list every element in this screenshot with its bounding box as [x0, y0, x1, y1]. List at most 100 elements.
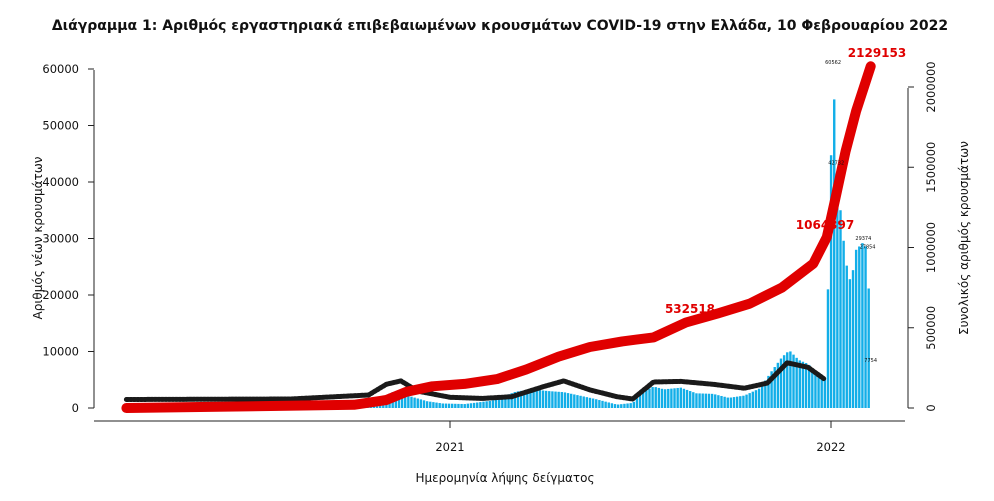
daily-bar	[748, 393, 751, 408]
daily-bar	[541, 390, 545, 408]
daily-bar	[569, 393, 573, 408]
y2-axis-label: Συνολικός αριθμός κρουσμάτων	[957, 141, 971, 335]
x-ticks: 2021 2022	[435, 421, 846, 454]
y-tick-label: 40000	[42, 175, 79, 189]
daily-bar	[472, 402, 476, 408]
daily-bar	[544, 390, 548, 408]
daily-bar	[851, 270, 855, 408]
daily-bar	[817, 374, 820, 408]
daily-bar	[701, 393, 704, 408]
peak-label: 60562	[825, 60, 841, 66]
daily-bar	[444, 403, 448, 408]
daily-bar	[695, 393, 698, 408]
daily-bar	[632, 401, 636, 408]
daily-bar	[820, 376, 823, 408]
daily-bar	[710, 393, 714, 408]
daily-bar	[582, 396, 585, 408]
cumulative-annotation: 2129153	[848, 46, 906, 60]
daily-bar	[660, 388, 664, 408]
daily-bar	[523, 390, 526, 408]
daily-bar	[739, 396, 742, 408]
daily-bar	[573, 394, 576, 408]
daily-bar	[723, 396, 726, 408]
daily-bar	[858, 246, 861, 408]
daily-bar	[717, 395, 720, 408]
daily-bar	[613, 404, 617, 408]
daily-bar	[410, 396, 413, 408]
daily-bar	[682, 388, 686, 408]
daily-bar	[626, 403, 629, 408]
x-axis-label: Ημερομηνία λήψης δείγματος	[415, 471, 594, 485]
cumulative-annotation: 532518	[665, 302, 715, 316]
daily-bar	[764, 380, 767, 408]
daily-bar	[607, 402, 610, 408]
y-tick-label: 60000	[42, 62, 79, 76]
daily-bar	[867, 288, 870, 408]
daily-bar	[670, 388, 673, 408]
cumulative-annotations: 532518 1064397 2129153	[665, 46, 906, 316]
daily-bar	[469, 403, 473, 408]
daily-bar	[720, 395, 723, 408]
daily-bar	[629, 403, 632, 408]
daily-bar	[476, 402, 479, 408]
daily-bar	[404, 393, 407, 408]
daily-bar	[616, 404, 620, 408]
daily-bar	[726, 397, 729, 408]
x-tick-label: 2022	[816, 440, 845, 454]
daily-bar	[551, 391, 554, 408]
daily-bar	[801, 361, 805, 408]
daily-bar	[422, 400, 426, 408]
daily-bar	[786, 352, 789, 408]
daily-bar	[601, 400, 604, 408]
daily-bar	[482, 401, 485, 408]
daily-bar	[513, 392, 517, 408]
daily-bar	[610, 403, 614, 408]
daily-bar	[861, 243, 864, 408]
daily-bar	[501, 396, 504, 408]
daily-bar	[782, 355, 786, 408]
daily-bar	[761, 385, 764, 408]
y2-tick-label: 500000	[924, 306, 938, 350]
daily-bar	[823, 379, 827, 408]
daily-bar	[579, 395, 582, 408]
daily-bar	[407, 395, 410, 408]
y-axis-label: Αριθμός νέων κρουσμάτων	[31, 156, 45, 319]
daily-bar	[507, 394, 510, 408]
daily-bar	[839, 210, 842, 408]
daily-cases-bars	[128, 99, 870, 408]
daily-bar	[685, 389, 689, 408]
daily-bar	[757, 388, 761, 408]
daily-bar	[645, 390, 648, 408]
daily-bar	[466, 403, 470, 408]
daily-bar	[519, 390, 523, 408]
daily-bar	[776, 362, 780, 408]
daily-bar	[538, 390, 542, 408]
y-tick-label: 50000	[42, 119, 79, 133]
daily-bar	[457, 403, 460, 408]
cumulative-annotation: 1064397	[796, 218, 854, 232]
y2-tick-label: 1500000	[924, 142, 938, 193]
daily-bar	[798, 360, 801, 408]
daily-bar	[742, 395, 745, 408]
daily-bar	[773, 367, 776, 408]
daily-bar	[651, 387, 654, 408]
daily-bar	[845, 265, 848, 408]
daily-bar	[598, 400, 601, 408]
daily-bar	[576, 395, 579, 408]
cumulative-line	[121, 61, 876, 413]
daily-bar	[692, 392, 695, 408]
daily-bar	[623, 403, 626, 408]
y-tick-label: 30000	[42, 232, 79, 246]
daily-bar	[532, 389, 535, 408]
daily-bar	[604, 401, 607, 408]
daily-bar	[754, 390, 758, 408]
daily-bar	[676, 387, 679, 408]
daily-bar	[585, 397, 589, 408]
y2-tick-label: 1000000	[924, 222, 938, 273]
y-tick-label: 10000	[42, 345, 79, 359]
daily-bar	[826, 289, 830, 408]
daily-bar	[494, 399, 498, 408]
daily-bar	[438, 403, 441, 408]
daily-bar	[491, 400, 495, 408]
y-ticks-left: 0 10000 20000 30000 40000 50000 60000	[42, 62, 94, 415]
